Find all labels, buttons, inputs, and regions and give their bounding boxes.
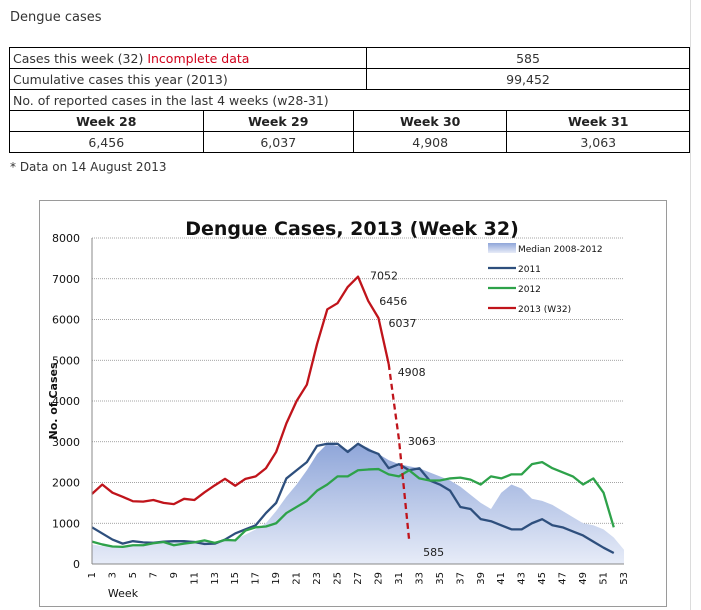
page-right-divider bbox=[690, 0, 691, 610]
series-lines-group bbox=[91, 275, 615, 555]
week-29-header: Week 29 bbox=[202, 110, 354, 132]
data-labels-group: 7052 6456 6037 4908 3063 585 bbox=[370, 270, 444, 560]
median-area-group bbox=[92, 443, 624, 564]
x-tick-label-27: 27 bbox=[353, 572, 364, 585]
data-label-6456: 6456 bbox=[379, 295, 407, 308]
y-tick-label-8000: 8000 bbox=[52, 232, 80, 245]
x-tick-label-7: 7 bbox=[148, 572, 159, 578]
x-tick-label-5: 5 bbox=[128, 572, 139, 578]
x-tick-label-47: 47 bbox=[558, 572, 569, 585]
legend-label-2011: 2011 bbox=[518, 265, 541, 275]
x-tick-label-43: 43 bbox=[517, 572, 528, 585]
y-tick-label-5000: 5000 bbox=[52, 354, 80, 367]
x-tick-label-39: 39 bbox=[476, 572, 487, 585]
page-title: Dengue cases bbox=[10, 10, 102, 25]
y-tick-label-4000: 4000 bbox=[52, 395, 80, 408]
x-tick-label-9: 9 bbox=[169, 572, 180, 578]
legend-swatch-median-2008-2012 bbox=[488, 243, 516, 253]
y-tick-label-3000: 3000 bbox=[52, 436, 80, 449]
x-tick-label-19: 19 bbox=[271, 572, 282, 585]
y-tick-label-2000: 2000 bbox=[52, 477, 80, 490]
chart-legend: Median 2008-2012 2011 2012 2013 (W32) bbox=[488, 243, 603, 315]
data-label-6037: 6037 bbox=[388, 317, 416, 330]
x-tick-label-21: 21 bbox=[292, 572, 303, 585]
week-31-header: Week 31 bbox=[506, 110, 690, 132]
x-tick-label-1: 1 bbox=[87, 572, 98, 578]
data-label-3063: 3063 bbox=[408, 435, 436, 448]
data-date-footnote: * Data on 14 August 2013 bbox=[10, 160, 167, 174]
last4-label: No. of reported cases in the last 4 week… bbox=[9, 89, 690, 111]
table-row-this-week: Cases this week (32) Incomplete data 585 bbox=[8, 47, 690, 69]
x-tick-label-23: 23 bbox=[312, 572, 323, 585]
x-tick-label-37: 37 bbox=[455, 572, 466, 585]
y-tick-label-1000: 1000 bbox=[52, 517, 80, 530]
cumulative-label: Cumulative cases this year (2013) bbox=[8, 68, 368, 90]
x-tick-label-29: 29 bbox=[373, 572, 384, 585]
week-28-header: Week 28 bbox=[9, 110, 204, 132]
series-2013-w32-line bbox=[91, 275, 390, 506]
y-tick-label-6000: 6000 bbox=[52, 314, 80, 327]
y-axis-label: No. of Cases bbox=[47, 362, 60, 439]
x-axis-label: Week bbox=[108, 587, 139, 600]
x-tick-label-53: 53 bbox=[619, 572, 630, 585]
this-week-label: Cases this week (32) bbox=[13, 50, 144, 66]
x-tick-label-31: 31 bbox=[394, 572, 405, 585]
x-tick-label-45: 45 bbox=[537, 572, 548, 585]
series-2012-line bbox=[91, 460, 615, 549]
legend-label-2013-w32: 2013 (W32) bbox=[518, 305, 571, 315]
x-tick-label-33: 33 bbox=[414, 572, 425, 585]
x-tick-label-3: 3 bbox=[107, 572, 118, 578]
x-tick-label-51: 51 bbox=[599, 572, 610, 585]
legend-label-2012: 2012 bbox=[518, 285, 541, 295]
week-30-value: 4,908 bbox=[352, 131, 508, 153]
x-tick-label-17: 17 bbox=[251, 572, 262, 585]
x-tick-label-13: 13 bbox=[210, 572, 221, 585]
week-29-value: 6,037 bbox=[202, 131, 354, 153]
data-label-4908: 4908 bbox=[398, 366, 426, 379]
y-tick-label-0: 0 bbox=[73, 558, 80, 571]
x-tick-label-11: 11 bbox=[189, 572, 200, 585]
week-30-header: Week 30 bbox=[352, 110, 508, 132]
x-tick-label-49: 49 bbox=[578, 572, 589, 585]
y-tick-label-7000: 7000 bbox=[52, 273, 80, 286]
x-tick-label-35: 35 bbox=[435, 572, 446, 585]
cumulative-value: 99,452 bbox=[366, 68, 690, 90]
x-tick-label-41: 41 bbox=[496, 572, 507, 585]
data-label-585: 585 bbox=[423, 546, 444, 559]
legend-label-median-2008-2012: Median 2008-2012 bbox=[518, 245, 603, 255]
table-row-week-headers: Week 28 Week 29 Week 30 Week 31 bbox=[9, 110, 690, 132]
week-31-value: 3,063 bbox=[506, 131, 690, 153]
series-2011-line bbox=[91, 442, 615, 555]
table-row-cumulative: Cumulative cases this year (2013) 99,452 bbox=[8, 68, 690, 90]
chart-title: Dengue Cases, 2013 (Week 32) bbox=[185, 218, 519, 240]
incomplete-data-note: Incomplete data bbox=[147, 50, 250, 66]
data-label-7052: 7052 bbox=[370, 270, 398, 283]
table-row-last4-header: No. of reported cases in the last 4 week… bbox=[9, 89, 690, 111]
this-week-label-cell: Cases this week (32) Incomplete data bbox=[8, 47, 368, 69]
dengue-stats-table: Cases this week (32) Incomplete data 585… bbox=[8, 47, 690, 153]
median-2008-2012-area bbox=[92, 443, 624, 564]
dengue-chart: 0 1000 2000 3000 4000 5000 6000 7000 8000 1 3 5 7 9 11… bbox=[39, 200, 667, 607]
x-tick-label-15: 15 bbox=[230, 572, 241, 585]
this-week-value: 585 bbox=[366, 47, 690, 69]
x-tick-label-25: 25 bbox=[333, 572, 344, 585]
series-2013-w32-incomplete-line bbox=[387, 363, 411, 541]
table-row-week-values: 6,456 6,037 4,908 3,063 bbox=[9, 131, 690, 153]
week-28-value: 6,456 bbox=[9, 131, 204, 153]
